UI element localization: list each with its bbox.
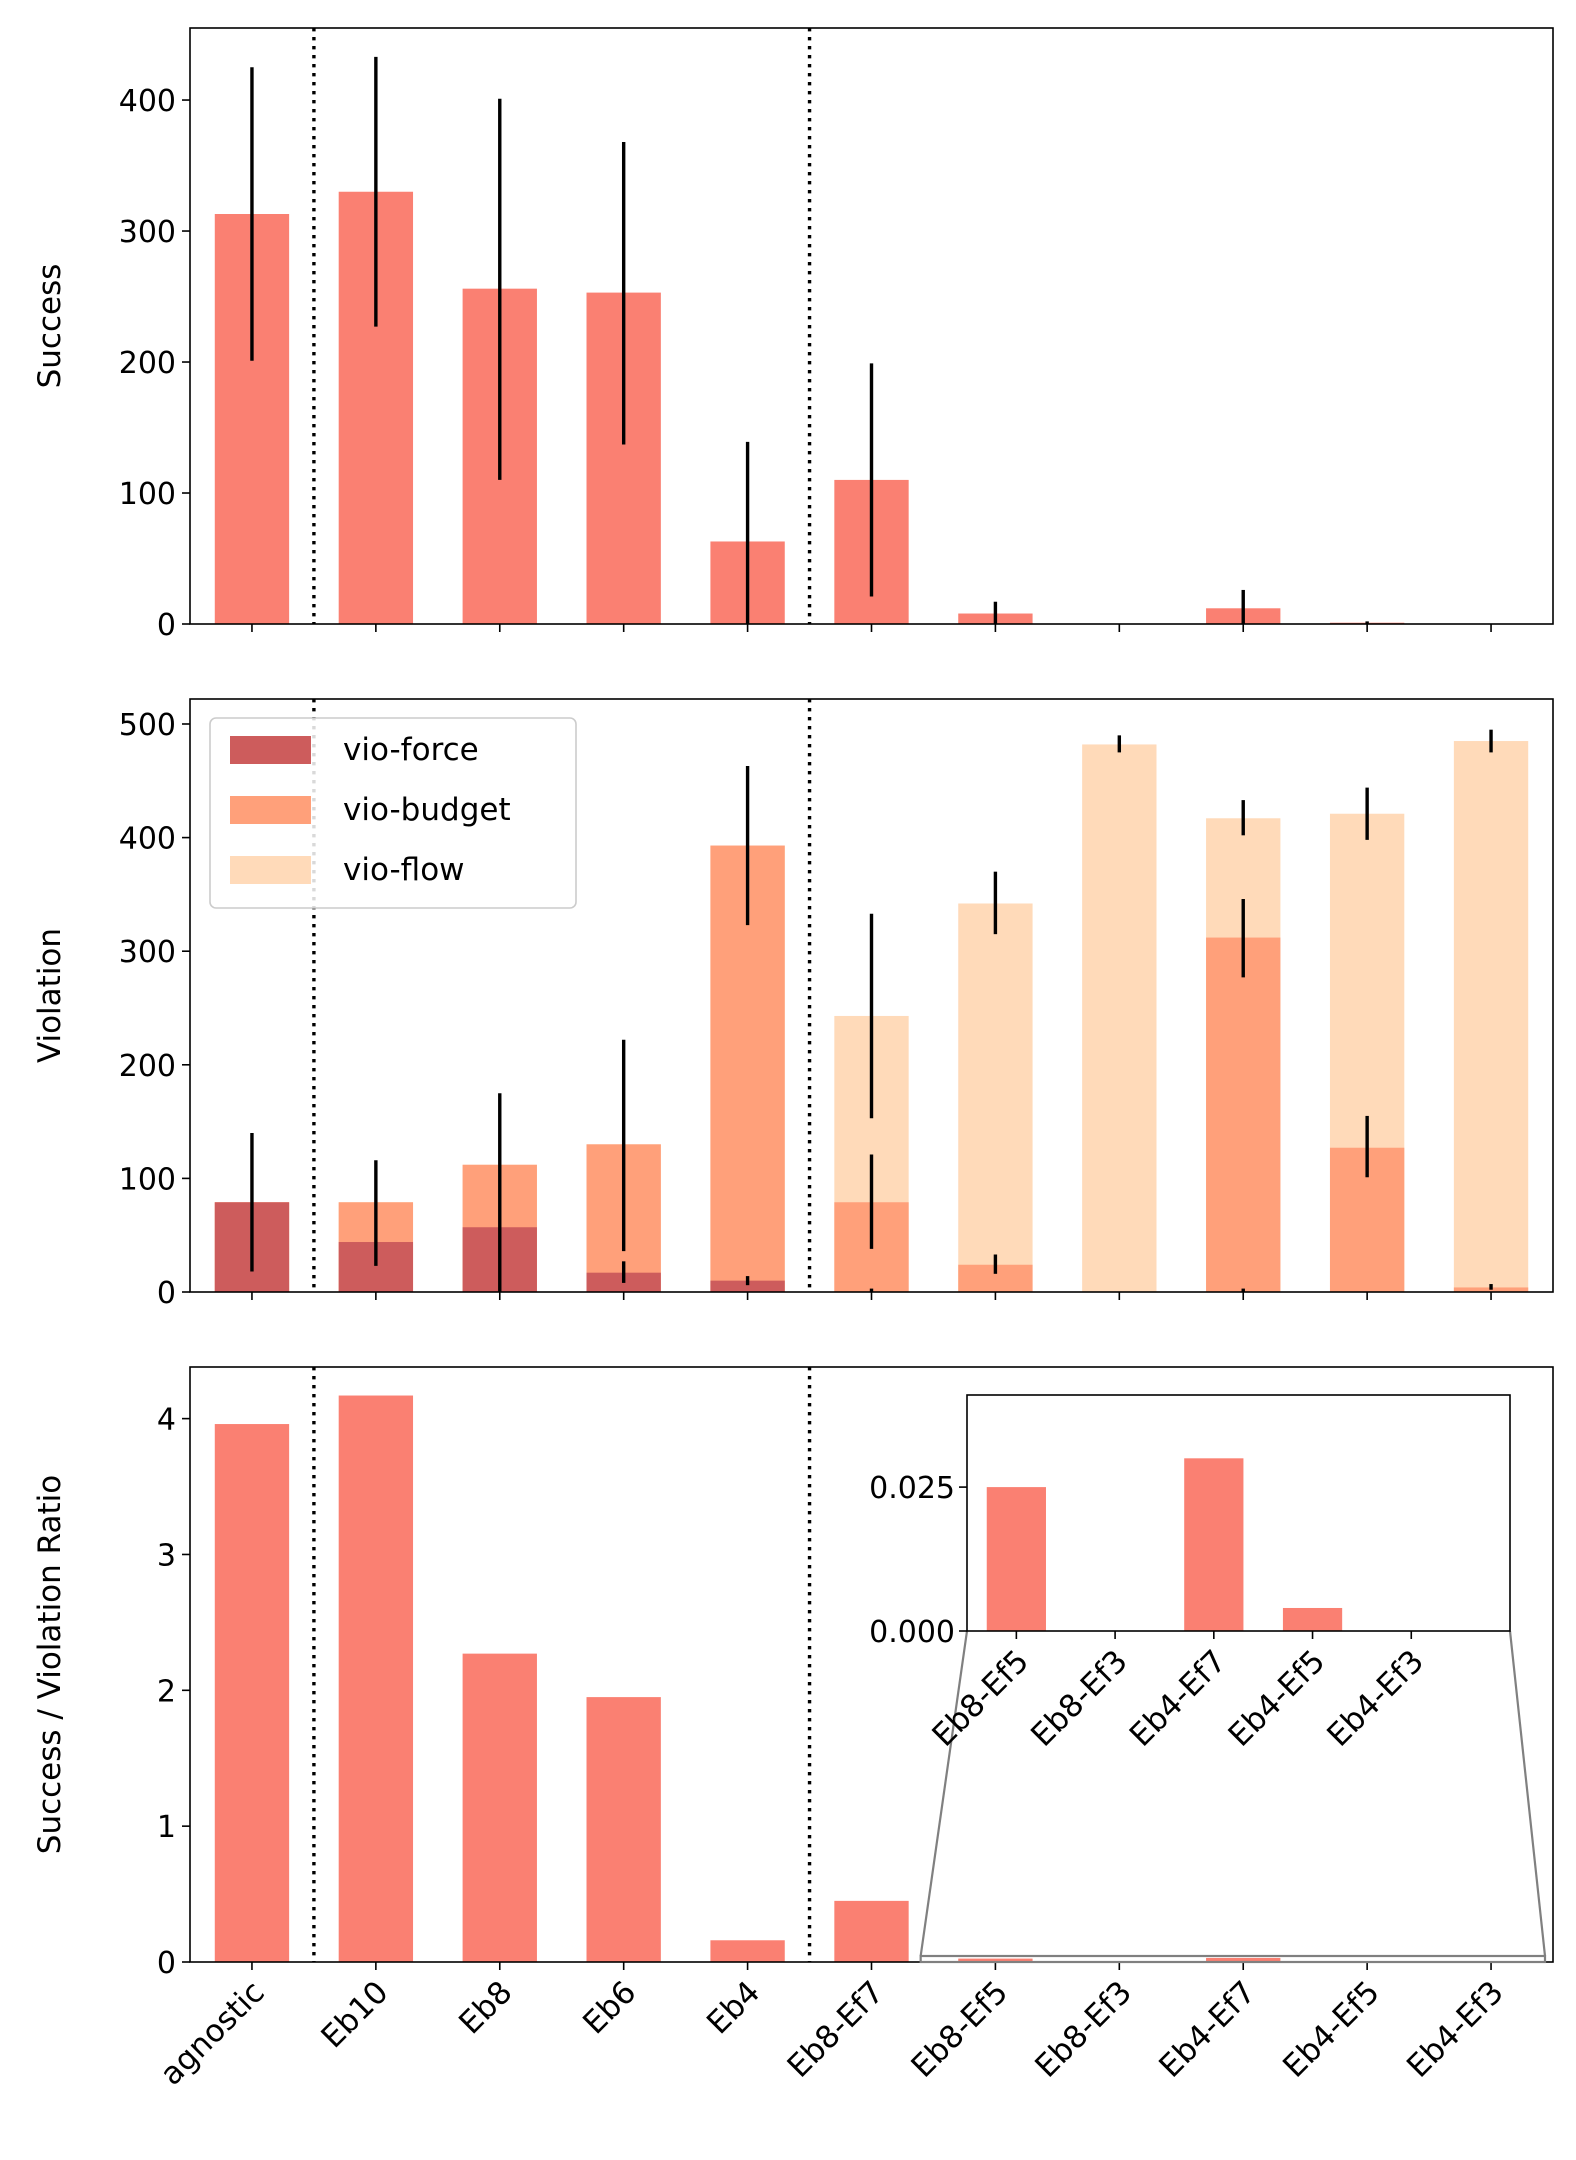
y-tick-label: 400: [119, 84, 176, 119]
inset-y-tick-label: 0.000: [869, 1615, 955, 1650]
bar-vio-flow-Eb8-Ef5: [958, 903, 1033, 1292]
inset-bar-Eb4-Ef7: [1184, 1458, 1244, 1631]
bar-ratio-Eb4: [710, 1940, 785, 1962]
bar-ratio-Eb8: [462, 1653, 537, 1962]
y-axis-label: Success / Violation Ratio: [32, 1475, 68, 1854]
inset-bar-Eb4-Ef5: [1282, 1607, 1343, 1631]
y-tick-label: 0: [157, 1946, 176, 1981]
panel-success: 0 100 200 300 400 Success: [32, 27, 1554, 643]
bar-vio-budget-Eb4-Ef7: [1206, 937, 1281, 1292]
y-tick-label: 300: [119, 215, 176, 250]
legend-label-vio-flow: vio-flow: [343, 852, 465, 888]
inset-bar-Eb8-Ef5: [986, 1487, 1046, 1631]
zoom-region: [919, 1954, 1547, 1964]
y-tick-label: 400: [119, 822, 176, 857]
y-axis-label: Violation: [32, 928, 68, 1063]
bar-vio-flow-Eb4-Ef3: [1453, 741, 1529, 1292]
y-tick-label: 100: [119, 1162, 176, 1197]
inset-frame: [966, 1394, 1511, 1632]
panel-violation: 0 100 200 300 400 500 Violation vio-force vio-bu…: [32, 698, 1554, 1311]
y-tick-label: 200: [119, 1049, 176, 1084]
y-tick-label: 0: [157, 1276, 176, 1311]
legend-swatch-vio-flow: [230, 856, 311, 884]
bar-ratio-agnostic: [214, 1424, 290, 1962]
y-tick-label: 2: [157, 1674, 176, 1709]
zoom-connector: [1508, 1630, 1547, 1957]
y-tick-label: 3: [157, 1538, 176, 1573]
y-tick-label: 300: [119, 935, 176, 970]
bar-ratio-Eb6: [586, 1697, 661, 1962]
bar-ratio-Eb8-Ef7: [834, 1900, 909, 1962]
legend-swatch-vio-budget: [230, 796, 311, 824]
inset-y-tick-label: 0.025: [869, 1471, 955, 1506]
bar-ratio-Eb10: [338, 1395, 414, 1962]
bar-ratio-Eb4-Ef7: [1206, 1957, 1281, 1962]
bar-ratio-Eb8-Ef5: [958, 1958, 1033, 1962]
legend-label-vio-force: vio-force: [343, 732, 479, 768]
y-tick-label: 100: [119, 477, 176, 512]
zoom-connector: [919, 1630, 969, 1957]
y-tick-label: 0: [157, 608, 176, 643]
y-axis-label: Success: [32, 264, 68, 389]
bar-vio-flow-Eb8-Ef3: [1082, 744, 1157, 1292]
legend-label-vio-budget: vio-budget: [343, 792, 511, 828]
bar-vio-force-Eb4: [710, 1280, 785, 1292]
legend-swatch-vio-force: [230, 736, 311, 764]
y-tick-label: 4: [157, 1403, 176, 1438]
y-tick-label: 500: [119, 708, 176, 743]
legend: vio-force vio-budget vio-flow: [209, 717, 577, 909]
y-tick-label: 200: [119, 346, 176, 381]
y-tick-label: 1: [157, 1810, 176, 1845]
